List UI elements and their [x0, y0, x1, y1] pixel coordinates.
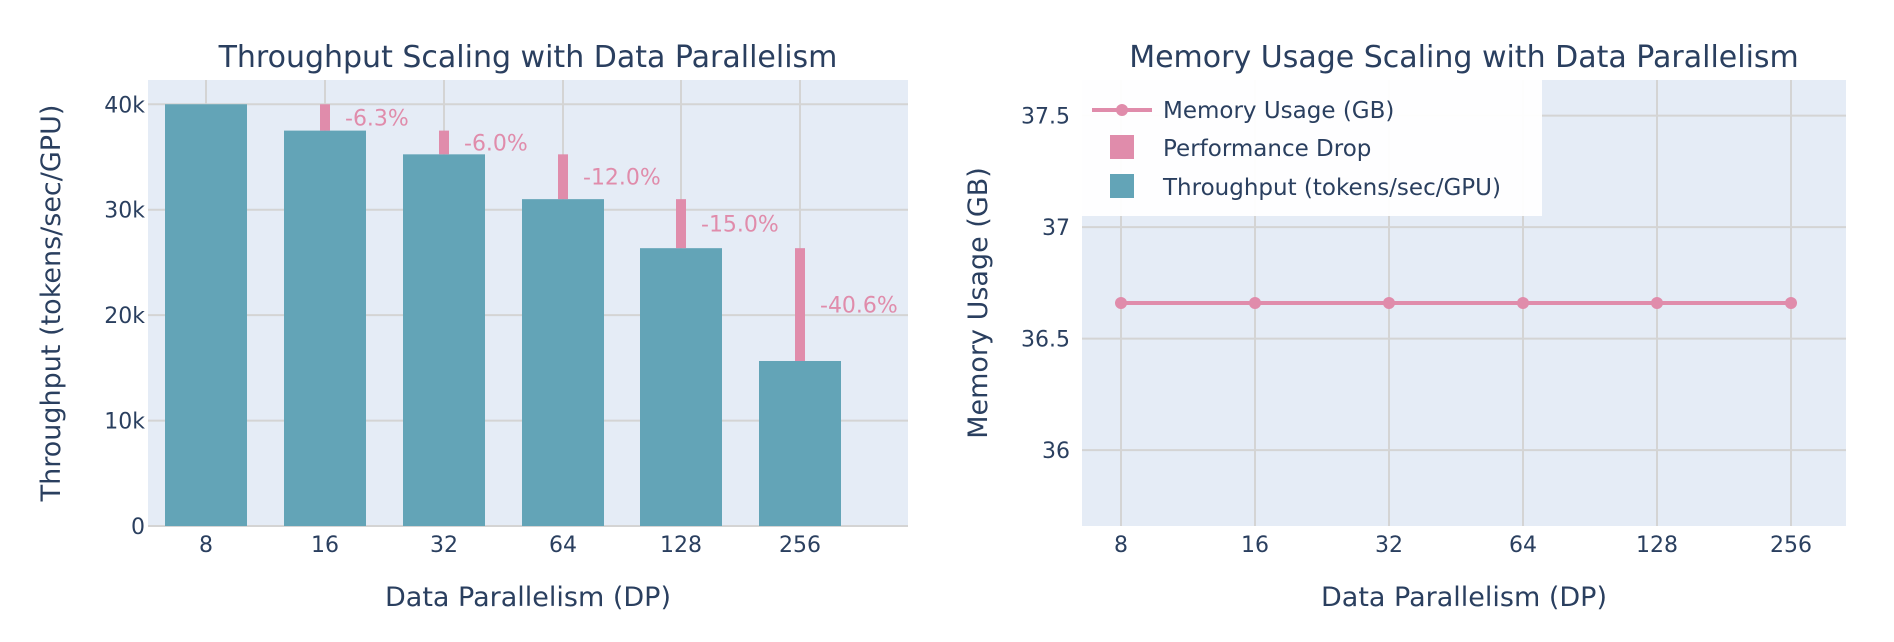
throughput-x-tick-256: 256 — [779, 533, 821, 558]
memory-chart-title: Memory Usage Scaling with Data Paralleli… — [1129, 40, 1799, 75]
memory-x-tick-64: 64 — [1509, 533, 1537, 558]
memory-usage-point-dp-128 — [1651, 297, 1663, 309]
legend-swatch-memory-marker — [1116, 104, 1128, 116]
throughput-bar-dp-32 — [403, 154, 485, 527]
throughput-x-tick-64: 64 — [549, 533, 577, 558]
performance-drop-bars: -6.3% -6.0% -12.0% -15.0% -40.6% — [320, 104, 898, 361]
throughput-y-tick-10k: 10k — [104, 410, 145, 435]
memory-usage-point-dp-16 — [1249, 297, 1261, 309]
memory-x-tick-256: 256 — [1770, 533, 1812, 558]
memory-x-tick-32: 32 — [1375, 533, 1403, 558]
legend-item-performance-drop: Performance Drop — [1163, 136, 1371, 162]
legend-item-memory-usage: Memory Usage (GB) — [1163, 98, 1394, 124]
throughput-x-tick-8: 8 — [199, 533, 213, 558]
throughput-x-axis-title: Data Parallelism (DP) — [385, 582, 671, 613]
throughput-y-tick-30k: 30k — [104, 199, 145, 224]
throughput-bar-dp-128 — [640, 248, 722, 526]
performance-drop-label-dp-128: -15.0% — [701, 213, 779, 238]
performance-drop-bar-dp-32 — [439, 130, 449, 155]
memory-x-tick-8: 8 — [1114, 533, 1128, 558]
throughput-chart: -6.3% -6.0% -12.0% -15.0% -40.6% 0 10k 20k 30k 4… — [36, 40, 908, 613]
memory-y-tick-36: 36 — [1042, 439, 1070, 464]
throughput-bar-dp-8 — [165, 104, 247, 527]
throughput-chart-title: Throughput Scaling with Data Parallelism — [218, 40, 838, 75]
memory-y-tick-36.5: 36.5 — [1021, 328, 1070, 353]
memory-x-tick-128: 128 — [1636, 533, 1678, 558]
throughput-bars — [165, 104, 841, 527]
throughput-y-axis-title: Throughput (tokens/sec/GPU) — [36, 105, 67, 503]
legend: Memory Usage (GB) Performance Drop Throu… — [1082, 80, 1542, 216]
legend-background — [1082, 80, 1542, 216]
memory-x-tick-16: 16 — [1241, 533, 1269, 558]
memory-usage-point-dp-256 — [1785, 297, 1797, 309]
memory-x-axis-title: Data Parallelism (DP) — [1321, 582, 1607, 613]
throughput-y-tick-20k: 20k — [104, 304, 145, 329]
memory-y-tick-37.5: 37.5 — [1021, 105, 1070, 130]
legend-swatch-throughput — [1110, 174, 1134, 198]
throughput-x-tick-128: 128 — [660, 533, 702, 558]
legend-swatch-performance-drop — [1110, 135, 1134, 159]
performance-drop-label-dp-16: -6.3% — [345, 106, 409, 131]
memory-x-ticks: 8 16 32 64 128 256 — [1114, 533, 1812, 558]
throughput-y-ticks: 0 10k 20k 30k 40k — [104, 93, 145, 540]
memory-y-tick-37: 37 — [1042, 216, 1070, 241]
memory-usage-line — [1115, 297, 1797, 309]
throughput-x-tick-32: 32 — [430, 533, 458, 558]
memory-usage-point-dp-32 — [1383, 297, 1395, 309]
throughput-bar-dp-64 — [522, 199, 604, 526]
memory-y-ticks: 36 36.5 37 37.5 — [1021, 105, 1070, 464]
performance-drop-label-dp-256: -40.6% — [820, 294, 898, 319]
memory-usage-point-dp-64 — [1517, 297, 1529, 309]
memory-chart: 36 36.5 37 37.5 8 16 32 64 128 256 Memory Usage … — [963, 40, 1846, 613]
performance-drop-bar-dp-64 — [558, 154, 568, 200]
throughput-bar-dp-16 — [284, 130, 366, 526]
legend-item-throughput: Throughput (tokens/sec/GPU) — [1162, 175, 1501, 201]
throughput-y-tick-0: 0 — [131, 515, 145, 540]
throughput-x-ticks: 8 16 32 64 128 256 — [199, 533, 821, 558]
performance-drop-label-dp-32: -6.0% — [464, 131, 528, 156]
memory-usage-point-dp-8 — [1115, 297, 1127, 309]
performance-drop-bar-dp-16 — [320, 104, 330, 131]
throughput-y-tick-40k: 40k — [104, 93, 145, 118]
throughput-bar-dp-256 — [759, 360, 841, 526]
performance-drop-bar-dp-128 — [676, 199, 686, 249]
performance-drop-label-dp-64: -12.0% — [583, 166, 661, 191]
throughput-x-tick-16: 16 — [311, 533, 339, 558]
performance-drop-bar-dp-256 — [795, 248, 805, 361]
memory-y-axis-title: Memory Usage (GB) — [963, 167, 994, 439]
